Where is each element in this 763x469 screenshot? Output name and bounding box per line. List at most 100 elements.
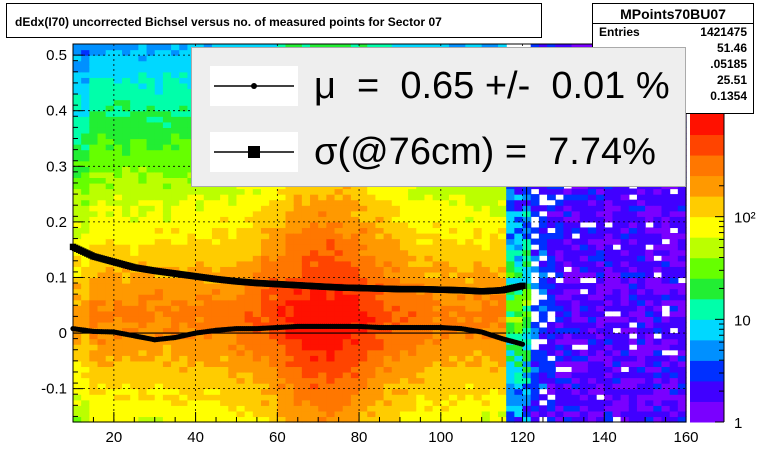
heatmap-cell: [277, 266, 287, 273]
heatmap-cell: [269, 349, 278, 356]
heatmap-cell: [73, 99, 82, 106]
heatmap-cell: [301, 277, 311, 284]
heatmap-cell: [97, 44, 107, 51]
heatmap-cell: [604, 388, 614, 395]
heatmap-cell: [171, 216, 180, 223]
heatmap-cell: [653, 299, 663, 306]
heatmap-cell: [579, 233, 589, 240]
heatmap-cell: [498, 199, 507, 206]
heatmap-cell: [113, 138, 123, 145]
heatmap-cell: [122, 132, 131, 140]
heatmap-cell: [301, 199, 311, 206]
heatmap-cell: [187, 255, 197, 262]
heatmap-cell: [138, 60, 148, 67]
heatmap-cell: [113, 182, 123, 190]
heatmap-cell: [628, 221, 638, 229]
heatmap-cell: [448, 399, 458, 406]
heatmap-cell: [171, 360, 180, 368]
heatmap-cell: [653, 394, 663, 401]
heatmap-cell: [661, 355, 671, 362]
heatmap-cell: [612, 260, 622, 267]
heatmap-cell: [538, 266, 548, 273]
heatmap-cell: [122, 66, 131, 73]
heatmap-cell: [301, 388, 311, 395]
heatmap-cell: [408, 305, 417, 312]
heatmap-cell: [620, 360, 630, 368]
heatmap-cell: [318, 299, 327, 306]
heatmap-cell: [645, 349, 654, 356]
heatmap-cell: [334, 410, 344, 418]
heatmap-cell: [587, 394, 597, 401]
heatmap-cell: [506, 399, 515, 406]
heatmap-cell: [195, 399, 205, 406]
heatmap-cell: [122, 316, 131, 323]
heatmap-cell: [260, 310, 270, 317]
heatmap-cell: [661, 399, 671, 406]
heatmap-cell: [661, 188, 671, 195]
heatmap-cell: [154, 327, 164, 334]
heatmap-cell: [579, 321, 589, 329]
heatmap-cell: [293, 188, 303, 195]
heatmap-cell: [620, 221, 630, 229]
heatmap-cell: [563, 360, 573, 368]
heatmap-cell: [473, 338, 483, 345]
heatmap-cell: [171, 260, 180, 267]
heatmap-cell: [571, 360, 581, 368]
heatmap-cell: [416, 338, 426, 345]
heatmap-cell: [236, 205, 246, 212]
heatmap-cell: [154, 355, 164, 362]
heatmap-cell: [113, 127, 123, 134]
heatmap-cell: [481, 377, 491, 384]
heatmap-cell: [89, 188, 99, 195]
heatmap-cell: [399, 294, 409, 301]
heatmap-cell: [310, 194, 319, 201]
heatmap-cell: [571, 377, 581, 384]
heatmap-cell: [97, 405, 107, 412]
heatmap-cell: [604, 305, 614, 312]
heatmap-cell: [350, 288, 360, 295]
heatmap-cell: [228, 399, 238, 406]
heatmap-cell: [154, 360, 164, 368]
heatmap-cell: [555, 316, 564, 323]
heatmap-cell: [424, 333, 434, 340]
heatmap-cell: [146, 310, 156, 317]
heatmap-cell: [154, 82, 164, 90]
heatmap-cell: [179, 249, 189, 256]
heatmap-cell: [432, 360, 442, 368]
heatmap-cell: [130, 327, 139, 334]
heatmap-cell: [326, 333, 336, 340]
heatmap-cell: [146, 127, 156, 134]
heatmap-cell: [596, 316, 605, 323]
heatmap-cell: [399, 371, 409, 379]
heatmap-cell: [113, 88, 123, 95]
heatmap-cell: [677, 310, 687, 317]
heatmap-cell: [440, 366, 450, 373]
heatmap-cell: [105, 88, 115, 95]
heatmap-cell: [473, 394, 483, 401]
heatmap-cell: [310, 221, 319, 229]
heatmap-cell: [563, 377, 573, 384]
heatmap-cell: [636, 321, 646, 329]
heatmap-cell: [318, 194, 327, 201]
heatmap-cell: [391, 221, 401, 229]
heatmap-cell: [122, 77, 131, 84]
heatmap-cell: [457, 305, 466, 312]
heatmap-cell: [408, 244, 417, 251]
heatmap-cell: [318, 349, 327, 356]
heatmap-cell: [260, 338, 270, 345]
heatmap-cell: [260, 271, 270, 279]
heatmap-cell: [563, 355, 573, 362]
heatmap-cell: [424, 305, 434, 312]
heatmap-cell: [530, 205, 540, 212]
heatmap-cell: [342, 188, 352, 195]
heatmap-cell: [350, 199, 360, 206]
heatmap-cell: [81, 383, 90, 390]
heatmap-cell: [457, 238, 466, 245]
heatmap-cell: [514, 310, 524, 317]
heatmap-cell: [154, 138, 164, 145]
heatmap-cell: [211, 221, 221, 229]
heatmap-cell: [73, 188, 82, 195]
heatmap-cell: [236, 355, 246, 362]
heatmap-cell: [498, 377, 507, 384]
heatmap-cell: [171, 316, 180, 323]
